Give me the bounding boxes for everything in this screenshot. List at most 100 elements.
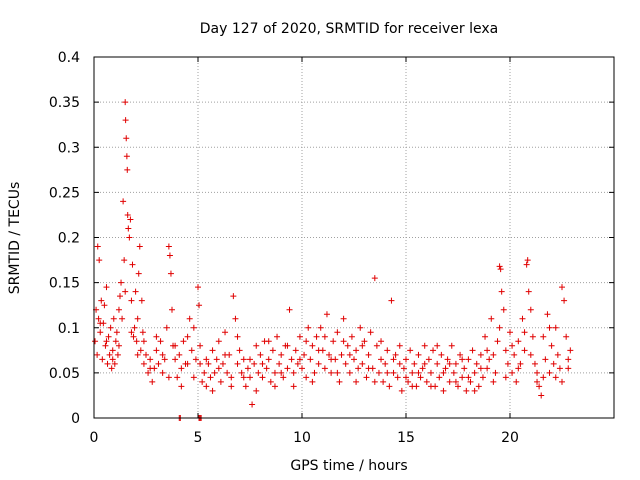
data-point — [365, 365, 372, 372]
data-point — [251, 360, 258, 367]
data-point — [215, 338, 222, 345]
data-point — [230, 293, 237, 300]
data-point — [336, 378, 343, 385]
data-point — [271, 369, 278, 376]
y-tick-label: 0.05 — [49, 366, 80, 382]
data-point — [307, 356, 314, 363]
data-point — [334, 369, 341, 376]
data-point — [136, 243, 143, 250]
data-point — [247, 356, 253, 363]
data-point — [371, 378, 378, 385]
data-point — [236, 347, 243, 354]
data-point — [197, 360, 204, 367]
data-point — [137, 347, 144, 354]
data-point — [482, 333, 489, 340]
data-point — [334, 329, 341, 336]
data-point — [303, 374, 310, 381]
data-point — [132, 288, 139, 295]
data-point — [457, 351, 464, 358]
data-point — [196, 302, 203, 309]
data-point — [475, 383, 482, 390]
data-point — [515, 338, 522, 345]
data-point — [115, 306, 122, 313]
y-tick-label: 0.4 — [58, 50, 80, 66]
data-point — [427, 383, 434, 390]
data-point — [330, 338, 337, 345]
data-point — [267, 378, 274, 385]
data-point — [430, 347, 437, 354]
data-point — [190, 374, 197, 381]
data-point — [121, 257, 128, 264]
data-point — [240, 356, 247, 363]
data-point — [500, 306, 507, 313]
data-point — [192, 356, 199, 363]
data-point — [94, 243, 101, 250]
data-point — [219, 360, 226, 367]
data-point — [434, 342, 441, 349]
data-point — [278, 369, 285, 376]
data-point — [556, 365, 563, 372]
data-point — [388, 297, 395, 304]
data-point — [157, 338, 164, 345]
data-point — [550, 360, 557, 367]
data-point — [446, 378, 453, 385]
data-point — [326, 351, 333, 358]
data-point — [94, 351, 101, 358]
data-point — [496, 324, 503, 331]
data-point — [459, 356, 466, 363]
data-point — [361, 338, 368, 345]
data-point — [301, 351, 308, 358]
data-point — [269, 347, 276, 354]
data-point — [159, 351, 166, 358]
data-point — [353, 347, 360, 354]
data-point — [120, 198, 127, 205]
y-axis-label: SRMTID / TECUs — [7, 182, 23, 295]
data-point — [145, 369, 152, 376]
data-point — [359, 342, 366, 349]
data-point — [346, 351, 353, 358]
data-point — [113, 329, 120, 336]
data-point — [122, 288, 129, 295]
data-point — [509, 342, 516, 349]
data-point — [203, 356, 210, 363]
data-point — [265, 338, 272, 345]
data-point — [259, 360, 266, 367]
data-point — [440, 369, 447, 376]
data-point — [396, 342, 403, 349]
data-point — [559, 284, 565, 291]
data-point — [102, 342, 109, 349]
data-point — [274, 333, 281, 340]
data-point — [109, 347, 116, 354]
data-point — [427, 369, 434, 376]
grid-lines — [94, 57, 614, 418]
data-point — [423, 378, 430, 385]
data-point — [253, 387, 260, 394]
data-point — [455, 383, 461, 390]
data-point — [400, 365, 407, 372]
data-point — [180, 338, 187, 345]
data-point — [375, 369, 382, 376]
data-point — [531, 360, 538, 367]
data-point — [394, 374, 401, 381]
data-point — [161, 356, 168, 363]
data-point — [290, 383, 297, 390]
axis-ticks: 0 5 10 15 20 0 0.05 0.1 0.15 0.2 0.25 0.3 0.35 0.4 — [49, 50, 614, 446]
data-point — [134, 315, 141, 322]
data-point — [484, 347, 491, 354]
data-point — [496, 263, 503, 270]
data-point — [238, 369, 245, 376]
data-point — [415, 369, 422, 376]
data-point — [97, 329, 104, 336]
data-point — [247, 374, 253, 381]
data-point — [215, 365, 222, 372]
data-point — [184, 360, 191, 367]
data-point — [123, 153, 130, 160]
data-point — [167, 270, 174, 277]
data-point — [276, 360, 283, 367]
y-tick-label: 0.3 — [58, 140, 80, 156]
data-point — [153, 333, 160, 340]
data-point — [321, 333, 328, 340]
data-point — [286, 306, 293, 313]
data-point — [211, 369, 218, 376]
